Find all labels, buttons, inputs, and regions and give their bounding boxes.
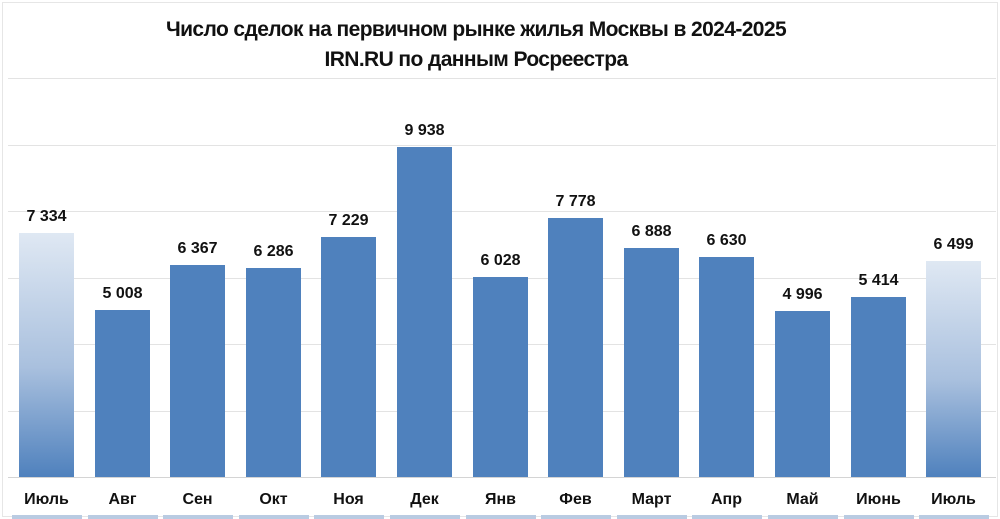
bar-4 xyxy=(321,237,376,477)
category-label: Июль xyxy=(24,491,69,508)
bottom-strip xyxy=(162,515,233,519)
bottom-strip xyxy=(87,515,158,519)
bar-9 xyxy=(699,257,754,477)
bar-3 xyxy=(246,268,301,477)
category-label: Окт xyxy=(259,491,288,508)
category-label: Фев xyxy=(559,491,592,508)
bar-1 xyxy=(95,310,150,477)
value-label: 7 334 xyxy=(26,208,67,225)
gridline xyxy=(8,211,996,212)
bar-2 xyxy=(170,265,225,477)
chart-subtitle: IRN.RU по данным Росреестра xyxy=(324,48,628,71)
bottom-strip xyxy=(540,515,611,519)
bottom-strip xyxy=(11,515,82,519)
bottom-strip xyxy=(238,515,309,519)
category-label: Авг xyxy=(108,491,137,508)
category-label: Июнь xyxy=(856,491,901,508)
category-label: Янв xyxy=(485,491,516,508)
value-label: 6 888 xyxy=(631,223,672,240)
bar-0 xyxy=(19,233,74,477)
bar-8 xyxy=(624,248,679,477)
value-label: 6 630 xyxy=(706,232,747,249)
bottom-strip xyxy=(616,515,687,519)
bottom-strip xyxy=(767,515,838,519)
value-label: 4 996 xyxy=(782,286,823,303)
bottom-strip xyxy=(313,515,384,519)
value-label: 6 367 xyxy=(177,240,218,257)
gridline xyxy=(8,78,996,79)
bottom-strip xyxy=(465,515,536,519)
bottom-strip xyxy=(691,515,762,519)
category-label: Май xyxy=(786,491,819,508)
category-label: Дек xyxy=(410,491,439,508)
bar-7 xyxy=(548,218,603,477)
value-label: 5 008 xyxy=(102,285,143,302)
value-label: 7 778 xyxy=(555,193,596,210)
bottom-strip xyxy=(389,515,460,519)
bar-12 xyxy=(926,261,981,477)
bar-6 xyxy=(473,277,528,477)
value-label: 7 229 xyxy=(328,212,369,229)
value-label: 5 414 xyxy=(858,272,899,289)
value-label: 6 499 xyxy=(933,236,974,253)
value-label: 9 938 xyxy=(404,122,445,139)
x-axis-line xyxy=(8,477,996,478)
category-label: Сен xyxy=(182,491,213,508)
category-label: Март xyxy=(631,491,672,508)
bar-5 xyxy=(397,147,452,477)
category-label: Апр xyxy=(711,491,742,508)
value-label: 6 028 xyxy=(480,252,521,269)
bottom-strip xyxy=(918,515,989,519)
value-label: 6 286 xyxy=(253,243,294,260)
bottom-strip xyxy=(843,515,914,519)
gridline xyxy=(8,145,996,146)
chart-title: Число сделок на первичном рынке жилья Мо… xyxy=(165,18,787,41)
bar-10 xyxy=(775,311,830,477)
category-label: Ноя xyxy=(333,491,364,508)
bar-11 xyxy=(851,297,906,477)
category-label: Июль xyxy=(931,491,976,508)
